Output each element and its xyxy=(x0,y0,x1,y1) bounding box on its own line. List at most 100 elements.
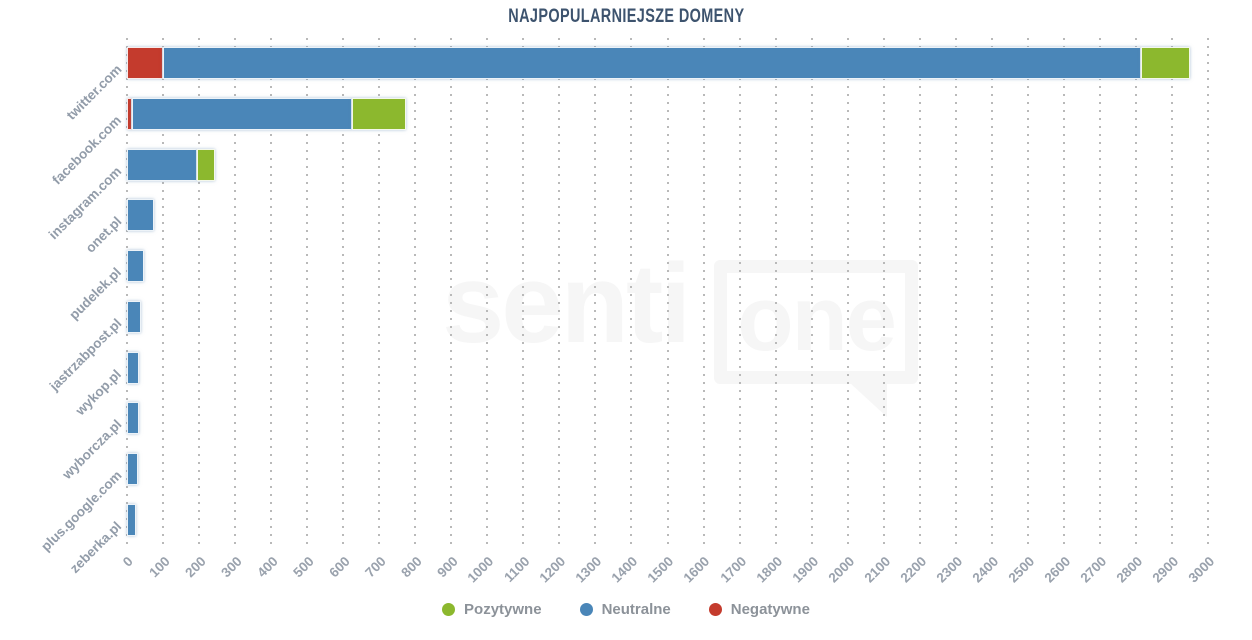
bar-segment-neutralne-instagram.com[interactable] xyxy=(127,148,198,181)
grid-line xyxy=(378,38,381,545)
x-tick-label-2100: 2100 xyxy=(861,553,893,586)
bar-segment-neutralne-twitter.com[interactable] xyxy=(163,47,1142,80)
chart-title: NAJPOPULARNIEJSZE DOMENY xyxy=(507,6,745,27)
watermark-text: senti xyxy=(442,241,691,366)
bar-row-plus.google.com xyxy=(127,452,1208,485)
grid-line xyxy=(558,38,561,545)
grid-line xyxy=(594,38,597,545)
bar-row-zeberka.pl xyxy=(127,503,1208,536)
bar-segment-neutralne-facebook.com[interactable] xyxy=(132,98,353,131)
grid-line xyxy=(486,38,489,545)
bar-segment-pozytywne-twitter.com[interactable] xyxy=(1141,47,1190,80)
grid-line xyxy=(450,38,453,545)
x-tick-label-600: 600 xyxy=(325,553,353,581)
grid-line xyxy=(342,38,345,545)
x-tick-label-1700: 1700 xyxy=(717,553,749,586)
bar-segment-neutralne-onet.pl[interactable] xyxy=(127,199,155,232)
bar-segment-neutralne-zeberka.pl[interactable] xyxy=(127,503,137,536)
x-tick-label-500: 500 xyxy=(289,553,317,581)
x-tick-label-2500: 2500 xyxy=(1005,553,1038,586)
x-tick-label-1500: 1500 xyxy=(644,553,677,586)
bar-segment-neutralne-plus.google.com[interactable] xyxy=(127,452,139,485)
bar-row-pudelek.pl xyxy=(127,250,1208,283)
bar-row-wykop.pl xyxy=(127,351,1208,384)
grid-line xyxy=(162,38,165,545)
category-label-pudelek.pl: pudelek.pl xyxy=(66,264,125,323)
grid-line xyxy=(270,38,273,545)
x-tick-label-1900: 1900 xyxy=(789,553,821,586)
bar-segment-pozytywne-facebook.com[interactable] xyxy=(352,98,407,131)
grid-line xyxy=(1134,38,1137,545)
x-tick-label-1300: 1300 xyxy=(572,553,605,586)
grid-line xyxy=(1098,38,1101,545)
x-tick-label-2900: 2900 xyxy=(1149,553,1182,586)
bar-segment-neutralne-wyborcza.pl[interactable] xyxy=(127,402,139,435)
x-tick-label-700: 700 xyxy=(361,553,389,581)
x-tick-label-2400: 2400 xyxy=(969,553,1002,586)
x-tick-label-400: 400 xyxy=(253,553,281,581)
watermark-logo-box: one xyxy=(714,260,918,417)
grid-line xyxy=(522,38,525,545)
category-label-wykop.pl: wykop.pl xyxy=(72,366,125,418)
grid-line xyxy=(738,38,741,545)
x-tick-label-1600: 1600 xyxy=(680,553,713,586)
legend-label: Pozytywne xyxy=(464,601,542,618)
bar-segment-neutralne-jastrzabpost.pl[interactable] xyxy=(127,300,141,333)
bar-segment-negatywne-twitter.com[interactable] xyxy=(127,47,164,80)
bar-segment-negatywne-facebook.com[interactable] xyxy=(127,98,133,131)
watermark-boxed-text: one xyxy=(737,268,897,370)
bar-segment-neutralne-pudelek.pl[interactable] xyxy=(127,250,145,283)
chart-header: NAJPOPULARNIEJSZE DOMENY xyxy=(0,6,1252,28)
legend-item-neutralne[interactable]: Neutralne xyxy=(579,601,671,618)
legend-marker-icon xyxy=(442,603,456,616)
x-tick-label-1100: 1100 xyxy=(501,553,533,586)
bar-segment-neutralne-wykop.pl[interactable] xyxy=(127,351,140,384)
bar-row-facebook.com xyxy=(127,98,1208,131)
grid-line xyxy=(198,38,201,545)
bar-segment-pozytywne-instagram.com[interactable] xyxy=(197,148,216,181)
grid-line xyxy=(306,38,309,545)
x-tick-label-0: 0 xyxy=(120,553,137,570)
x-tick-label-1000: 1000 xyxy=(464,553,497,586)
x-tick-label-2300: 2300 xyxy=(933,553,966,586)
grid-line xyxy=(846,38,849,545)
legend-item-negatywne[interactable]: Negatywne xyxy=(708,601,810,618)
x-tick-label-2700: 2700 xyxy=(1077,553,1110,586)
grid-line xyxy=(414,38,417,545)
x-tick-label-1400: 1400 xyxy=(608,553,641,586)
bar-row-instagram.com xyxy=(127,148,1208,181)
grid-line xyxy=(1062,38,1065,545)
x-tick-label-800: 800 xyxy=(398,553,425,581)
x-tick-label-2600: 2600 xyxy=(1041,553,1074,586)
grid-line xyxy=(990,38,993,545)
bar-row-onet.pl xyxy=(127,199,1208,232)
x-tick-label-200: 200 xyxy=(181,553,209,581)
grid-line xyxy=(1026,38,1029,545)
bar-row-jastrzabpost.pl xyxy=(127,300,1208,333)
plot-area: senti one xyxy=(126,38,1209,545)
x-tick-label-2200: 2200 xyxy=(897,553,930,586)
grid-line xyxy=(918,38,921,545)
legend-label: Negatywne xyxy=(730,601,810,618)
watermark: senti one xyxy=(442,241,918,417)
legend-marker-icon xyxy=(579,603,593,616)
x-tick-label-100: 100 xyxy=(145,553,173,581)
x-tick-label-2000: 2000 xyxy=(825,553,857,586)
grid-line xyxy=(126,38,128,545)
grid-line xyxy=(234,38,237,545)
grid-line xyxy=(1170,38,1173,545)
grid-line xyxy=(954,38,957,545)
legend-item-pozytywne[interactable]: Pozytywne xyxy=(442,601,542,618)
legend-marker-icon xyxy=(708,603,722,616)
grid-line xyxy=(882,38,885,545)
watermark-bubble-tail-icon xyxy=(836,371,887,417)
grid-line xyxy=(1207,38,1209,545)
grid-line xyxy=(630,38,633,545)
x-tick-label-2800: 2800 xyxy=(1113,553,1146,586)
x-tick-label-1200: 1200 xyxy=(536,553,569,586)
grid-line xyxy=(702,38,705,545)
grid-line xyxy=(666,38,669,545)
grid-line xyxy=(774,38,777,545)
category-label-onet.pl: onet.pl xyxy=(82,214,125,257)
grid-line xyxy=(810,38,813,545)
